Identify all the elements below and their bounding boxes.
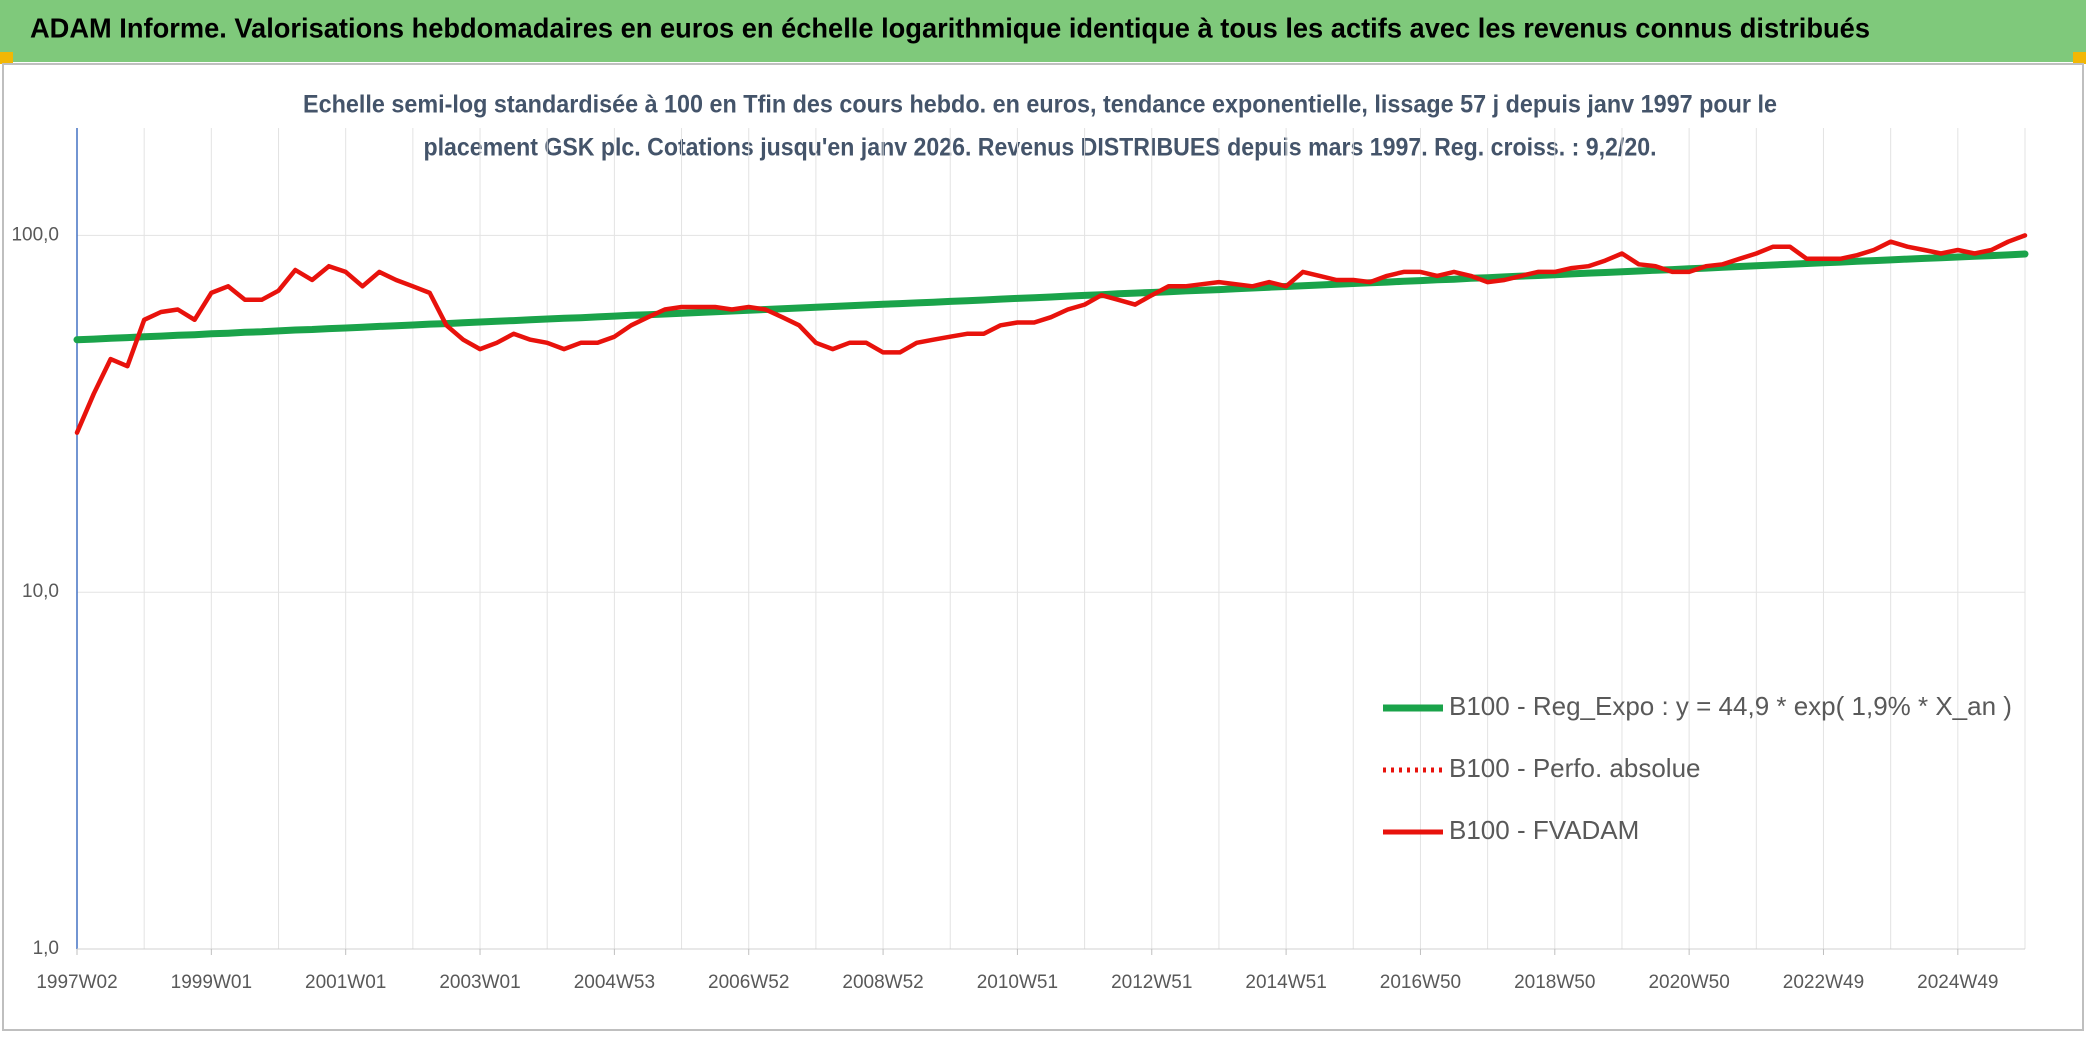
x-tick-label: 2024W49	[1917, 972, 1998, 993]
chart-title: ADAM Informe. Valorisations hebdomadaire…	[30, 12, 1870, 43]
x-tick-label: 2016W50	[1380, 972, 1461, 993]
x-tick-label: 1997W02	[36, 972, 117, 993]
series-line	[74, 233, 2028, 435]
chart-subtitle: placement GSK plc. Cotations jusqu'en ja…	[424, 134, 1657, 162]
chart-frame	[2, 63, 2084, 1031]
x-tick-label: 2006W52	[708, 972, 789, 993]
x-tick-label: 2010W51	[977, 972, 1058, 993]
x-tick-label: 1999W01	[171, 972, 252, 993]
x-tick-label: 2018W50	[1514, 972, 1595, 993]
y-tick-label: 1,0	[33, 938, 59, 959]
y-tick-label: 10,0	[22, 581, 59, 602]
y-tick-label: 100,0	[11, 224, 59, 245]
x-tick-label: 2020W50	[1648, 972, 1729, 993]
legend-label: B100 - Perfo. absolue	[1449, 753, 1701, 783]
x-tick-label: 2001W01	[305, 972, 386, 993]
chart-subtitle: Echelle semi-log standardisée à 100 en T…	[303, 91, 1777, 119]
x-tick-label: 2008W52	[842, 972, 923, 993]
corner-mark	[0, 52, 13, 64]
x-tick-label: 2012W51	[1111, 972, 1192, 993]
corner-mark	[2073, 52, 2086, 64]
legend-label: B100 - FVADAM	[1449, 815, 1639, 845]
legend-label: B100 - Reg_Expo : y = 44,9 * exp( 1,9% *…	[1449, 691, 2012, 721]
x-tick-label: 2004W53	[574, 972, 655, 993]
x-tick-label: 2022W49	[1783, 972, 1864, 993]
banner	[0, 0, 2086, 62]
x-tick-label: 2014W51	[1245, 972, 1326, 993]
x-tick-label: 2003W01	[439, 972, 520, 993]
